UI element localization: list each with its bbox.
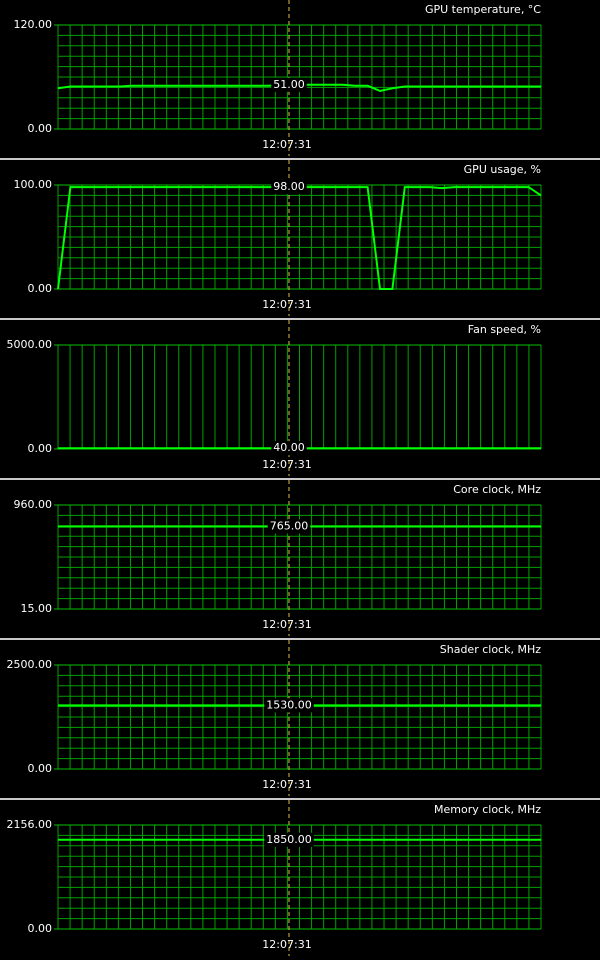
cursor-time: 12:07:31 bbox=[262, 938, 311, 951]
y-tick-label: 5000.00 bbox=[7, 338, 53, 351]
annotation-bg bbox=[267, 519, 311, 534]
y-tick-label: 100.00 bbox=[14, 178, 53, 191]
panel-title: Core clock, MHz bbox=[453, 483, 541, 496]
separator bbox=[0, 798, 600, 800]
cursor-time: 12:07:31 bbox=[262, 298, 311, 311]
separator bbox=[0, 478, 600, 480]
annotation: 765.00 bbox=[270, 519, 309, 532]
separator bbox=[0, 638, 600, 640]
cursor-time: 12:07:31 bbox=[262, 618, 311, 631]
separator bbox=[0, 318, 600, 320]
separator bbox=[0, 158, 600, 160]
annotation-bg bbox=[264, 832, 314, 847]
annotation-bg bbox=[264, 698, 314, 713]
y-tick-label: 15.00 bbox=[21, 602, 53, 615]
panel-title: Memory clock, MHz bbox=[434, 803, 541, 816]
annotation-bg bbox=[271, 441, 307, 456]
panel-title: Fan speed, % bbox=[468, 323, 541, 336]
y-tick-label: 0.00 bbox=[28, 922, 53, 935]
panel-title: GPU temperature, °C bbox=[425, 3, 541, 16]
annotation: 1530.00 bbox=[266, 698, 312, 711]
y-tick-label: 0.00 bbox=[28, 122, 53, 135]
y-tick-label: 0.00 bbox=[28, 282, 53, 295]
annotation-bg bbox=[271, 180, 307, 195]
y-tick-label: 0.00 bbox=[28, 762, 53, 775]
cursor-time: 12:07:31 bbox=[262, 458, 311, 471]
annotation: 51.00 bbox=[273, 78, 305, 91]
panel-title: Shader clock, MHz bbox=[440, 643, 541, 656]
annotation: 1850.00 bbox=[266, 833, 312, 846]
panel-title: GPU usage, % bbox=[464, 163, 541, 176]
y-tick-label: 2500.00 bbox=[7, 658, 53, 671]
cursor-time: 12:07:31 bbox=[262, 138, 311, 151]
cursor-time: 12:07:31 bbox=[262, 778, 311, 791]
annotation: 40.00 bbox=[273, 441, 305, 454]
y-tick-label: 2156.00 bbox=[7, 818, 53, 831]
annotation-bg bbox=[271, 77, 307, 92]
y-tick-label: 960.00 bbox=[14, 498, 53, 511]
y-tick-label: 120.00 bbox=[14, 18, 53, 31]
y-tick-label: 0.00 bbox=[28, 442, 53, 455]
annotation: 98.00 bbox=[273, 180, 305, 193]
